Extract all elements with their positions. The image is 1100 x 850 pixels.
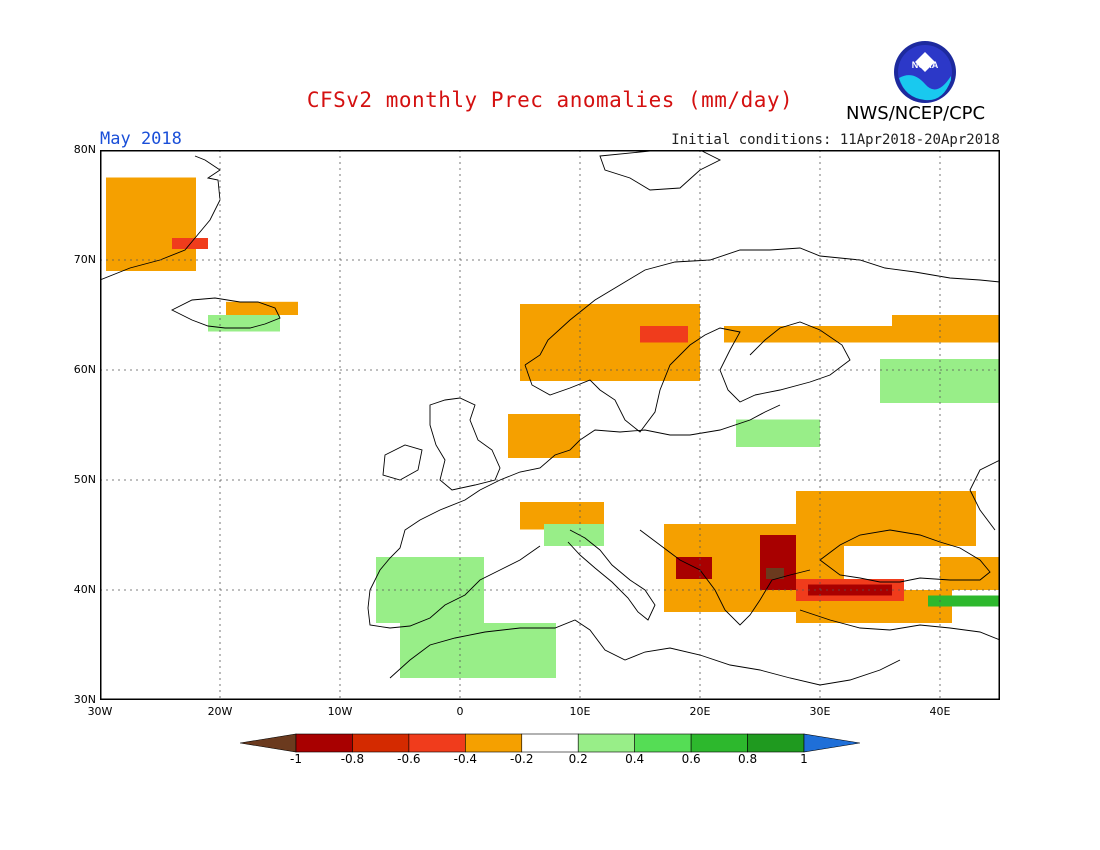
legend-label: -0.4 bbox=[453, 752, 478, 766]
lon-label: 20E bbox=[689, 705, 711, 718]
anomaly-region-0 bbox=[106, 177, 196, 271]
anomaly-region-9 bbox=[736, 419, 820, 447]
lon-label: 30W bbox=[87, 705, 113, 718]
lon-label: 0 bbox=[456, 705, 464, 718]
anomaly-region-3 bbox=[208, 315, 280, 332]
legend-arrow-low bbox=[240, 733, 297, 753]
lat-label: 80N bbox=[73, 143, 96, 156]
legend-label: 1 bbox=[800, 752, 808, 766]
legend-swatch bbox=[465, 733, 523, 753]
lon-label: 30E bbox=[809, 705, 831, 718]
legend-swatch bbox=[295, 733, 353, 753]
legend-label: 0.6 bbox=[681, 752, 701, 766]
lat-label: 50N bbox=[73, 473, 96, 486]
legend-label: -1 bbox=[290, 752, 302, 766]
legend-swatch bbox=[577, 733, 635, 753]
legend-label: -0.8 bbox=[340, 752, 365, 766]
legend-swatch bbox=[634, 733, 692, 753]
lat-label: 40N bbox=[73, 583, 96, 596]
anomaly-region-26 bbox=[400, 623, 556, 678]
lat-label: 70N bbox=[73, 253, 96, 266]
lon-label: 10E bbox=[569, 705, 591, 718]
anomaly-region-12 bbox=[544, 524, 604, 546]
legend-swatch bbox=[690, 733, 748, 753]
anomaly-region-14 bbox=[796, 491, 976, 546]
lon-label: 20W bbox=[207, 705, 233, 718]
map-frame bbox=[100, 150, 1000, 700]
color-legend bbox=[240, 733, 860, 753]
legend-swatch bbox=[352, 733, 410, 753]
anomaly-map bbox=[100, 150, 1000, 700]
legend-label: 0.2 bbox=[568, 752, 588, 766]
month-label: May 2018 bbox=[100, 129, 182, 149]
legend-swatch bbox=[408, 733, 466, 753]
anomaly-region-20 bbox=[766, 568, 784, 579]
anomaly-region-2 bbox=[226, 301, 298, 315]
graticule bbox=[100, 150, 1000, 700]
legend-label: -0.2 bbox=[510, 752, 534, 766]
legend-arrow-high bbox=[803, 733, 860, 753]
anomaly-region-22 bbox=[928, 595, 1000, 607]
legend-swatch bbox=[747, 733, 805, 753]
anomaly-region-10 bbox=[508, 414, 580, 458]
legend-label: 0.8 bbox=[738, 752, 758, 766]
lat-label: 60N bbox=[73, 363, 96, 376]
lon-label: 40E bbox=[929, 705, 951, 718]
anomaly-region-17 bbox=[760, 535, 796, 590]
svg-text:NOAA: NOAA bbox=[912, 60, 939, 70]
initial-conditions: Initial conditions: 11Apr2018-20Apr2018 bbox=[671, 132, 1000, 148]
lat-label: 30N bbox=[73, 693, 96, 706]
legend-swatch bbox=[521, 733, 579, 753]
anomaly-region-7 bbox=[892, 315, 1000, 337]
coastlines bbox=[100, 150, 1000, 686]
anomaly-region-5 bbox=[640, 326, 688, 343]
lon-label: 10W bbox=[327, 705, 353, 718]
chart-title: CFSv2 monthly Prec anomalies (mm/day) bbox=[306, 88, 794, 112]
anomaly-region-21 bbox=[940, 557, 1000, 590]
anomaly-regions bbox=[106, 177, 1000, 678]
noaa-logo-icon: NOAA bbox=[894, 41, 956, 103]
legend-label: -0.6 bbox=[397, 752, 421, 766]
noaa-logo: NOAA bbox=[893, 40, 957, 104]
legend-label: 0.4 bbox=[625, 752, 645, 766]
agency-label: NWS/NCEP/CPC bbox=[846, 103, 986, 124]
